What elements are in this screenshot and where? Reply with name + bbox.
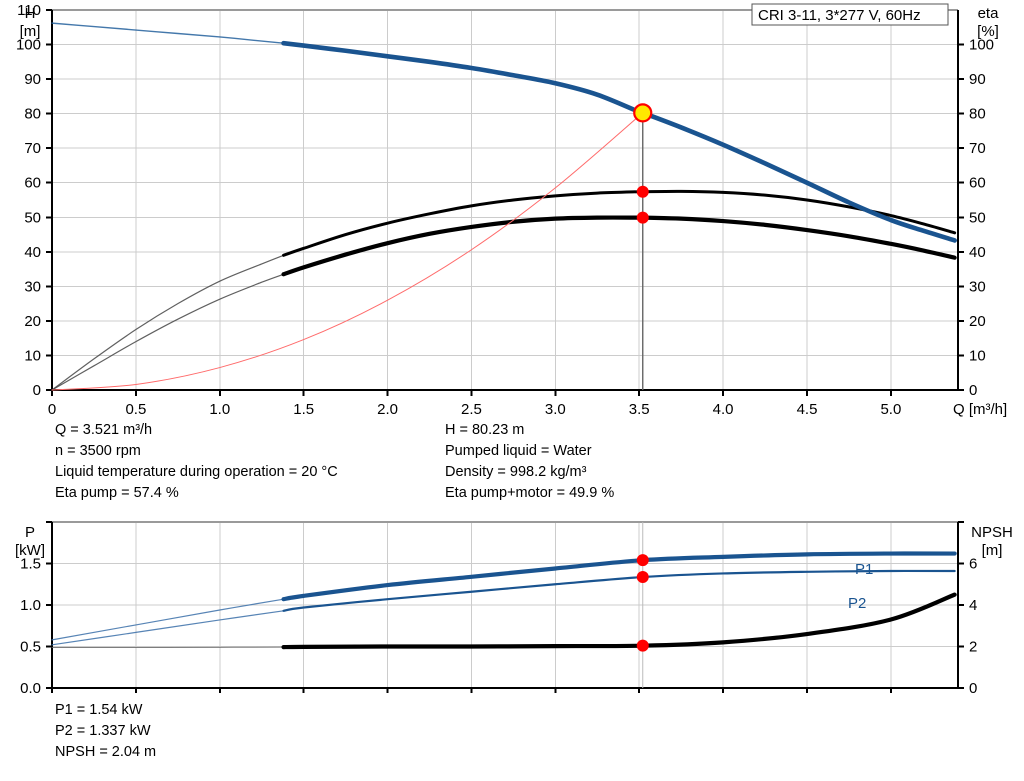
operating-point-line: n = 3500 rpm [55,443,141,459]
p2-power-curve-thick [282,569,956,612]
upper-chart-ytick-label-left: 100 [16,37,41,54]
operating-point-line: Liquid temperature during operation = 20… [55,464,338,480]
power-value-line: P2 = 1.337 kW [55,723,151,739]
operating-point-line: H = 80.23 m [445,422,525,438]
p2-power-curve-thin [51,610,285,646]
upper-chart-xtick-label: 3.0 [545,401,566,418]
operating-point-line: Pumped liquid = Water [445,443,592,459]
upper-chart-ytick-label-right: 40 [969,244,986,261]
lower-chart-ytick-label-left: 1.5 [20,556,41,573]
upper-chart-ytick-label-right: 100 [969,37,994,54]
upper-chart-ytick-label-left: 20 [24,313,41,330]
upper-chart-y-right-title: eta [978,5,1000,22]
upper-chart-ytick-label-right: 50 [969,209,986,226]
eta-pump-motor-curve-thick [281,215,957,277]
head-curve-thin [51,22,285,44]
lower-chart-y-right-title: NPSH [971,524,1013,541]
p1-curve-label: P1 [855,561,873,578]
lower-chart-ytick-label-right: 6 [969,556,977,573]
upper-chart-xtick-label: 3.5 [629,401,650,418]
p2-curve-label: P2 [848,595,866,612]
lower-chart-ytick-label-right: 2 [969,639,977,656]
operating-point-left-block: Q = 3.521 m³/h n = 3500 rpm Liquid tempera… [55,420,338,504]
power-values-block: P1 = 1.54 kW P2 = 1.337 kW NPSH = 2.04 m [55,700,156,763]
p1-power-curve-thin [51,598,285,641]
lower-chart-y-left-title: P [25,524,35,541]
upper-chart-ytick-label-right: 90 [969,71,986,88]
lower-chart-y-right-unit: [m] [982,542,1003,559]
upper-chart-ytick-label-left: 60 [24,175,41,192]
upper-chart-ytick-label-left: 110 [17,2,41,19]
upper-chart-ytick-label-left: 10 [24,347,41,364]
upper-chart-xtick-label: 4.0 [713,401,734,418]
upper-chart-xtick-label: 0 [48,401,56,418]
npsh-duty-marker [636,639,649,652]
upper-chart-ytick-label-right: 60 [969,175,986,192]
operating-point-line: Q = 3.521 m³/h [55,422,153,438]
upper-chart-ytick-label-right: 80 [969,106,986,123]
head-curve-thick [281,40,957,243]
lower-chart-ytick-label-left: 0.5 [20,639,41,656]
upper-chart-ytick-label-left: 90 [24,71,41,88]
upper-chart-xtick-label: 2.5 [461,401,482,418]
duty-point-marker [633,103,653,123]
eta-pump-duty-marker [636,185,649,198]
upper-chart-x-axis-title: Q [m³/h] [953,401,1007,418]
upper-chart-ytick-label-right: 10 [969,347,986,364]
upper-chart-ytick-label-left: 80 [24,106,41,123]
upper-chart-y-right-unit: [%] [977,23,999,40]
upper-chart-ytick-label-right: 30 [969,278,986,295]
lower-chart-ytick-label-left: 1.0 [20,597,41,614]
eta-pump-motor-curve-thin [51,273,285,391]
p1-duty-marker [636,554,649,567]
upper-chart-xtick-label: 1.0 [209,401,230,418]
lower-chart-y-left-unit: [kW] [15,542,45,559]
eta-pump-curve-thin [51,254,285,391]
operating-point-line: Eta pump+motor = 49.9 % [445,485,615,501]
lower-chart-ytick-label-right: 0 [969,680,977,697]
upper-chart-xtick-label: 5.0 [880,401,901,418]
p2-duty-marker [636,571,649,584]
upper-chart-ytick-label-left: 0 [33,382,41,399]
upper-chart-ytick-label-right: 0 [969,382,977,399]
upper-chart-y-left-title: H [25,5,36,22]
system-curve [51,112,644,391]
lower-chart-ytick-label-left: 0.0 [20,680,41,697]
upper-chart-ytick-label-right: 70 [969,140,986,157]
operating-point-right-block: H = 80.23 m Pumped liquid = Water Density … [445,420,614,504]
upper-chart-xtick-label: 0.5 [125,401,146,418]
upper-chart-ytick-label-left: 30 [24,278,41,295]
upper-chart-ytick-label-left: 50 [24,209,41,226]
upper-chart-ytick-label-left: 40 [24,244,41,261]
upper-chart-y-left-unit: [m] [20,23,41,40]
upper-chart-ytick-label-right: 20 [969,313,986,330]
operating-point-line: Eta pump = 57.4 % [55,485,179,501]
upper-chart-xtick-label: 4.5 [797,401,818,418]
npsh-curve-thick [281,592,957,650]
title-box [751,3,949,26]
title-box-label: CRI 3-11, 3*277 V, 60Hz [758,7,921,24]
upper-chart-ytick-label-left: 70 [24,140,41,157]
power-value-line: NPSH = 2.04 m [55,744,157,760]
operating-point-line: Density = 998.2 kg/m³ [445,464,587,480]
upper-chart-xtick-label: 2.0 [377,401,398,418]
p1-power-curve-thick [281,551,957,602]
lower-chart-ytick-label-right: 4 [969,597,977,614]
power-value-line: P1 = 1.54 kW [55,702,143,718]
eta-pump-motor-duty-marker [636,211,649,224]
upper-chart-xtick-label: 1.5 [293,401,314,418]
